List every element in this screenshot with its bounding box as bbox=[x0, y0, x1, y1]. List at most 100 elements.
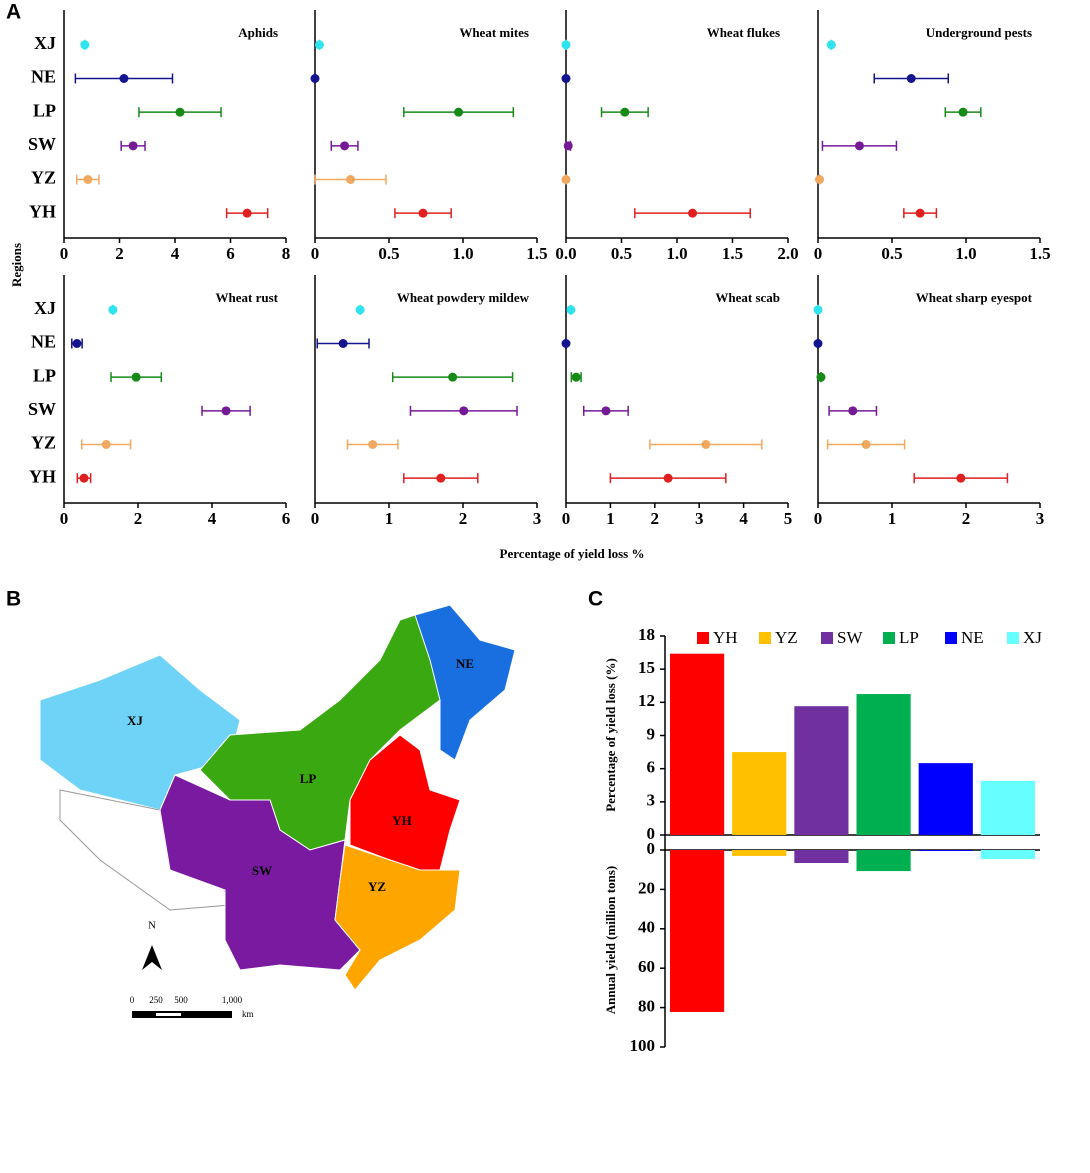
dot bbox=[221, 406, 231, 416]
y-tick-label: YH bbox=[29, 201, 56, 221]
dot bbox=[663, 473, 673, 483]
map-label: YH bbox=[392, 813, 412, 828]
legend-swatch bbox=[697, 632, 709, 644]
dot bbox=[346, 175, 356, 184]
chart-title: Wheat sharp eyespot bbox=[916, 290, 1033, 305]
chart-title: Wheat rust bbox=[216, 290, 279, 305]
dot bbox=[459, 406, 469, 416]
y-tick-label: XJ bbox=[34, 33, 56, 53]
bar bbox=[980, 850, 1035, 860]
dot bbox=[701, 440, 711, 449]
x-tick-label: 0 bbox=[814, 244, 823, 263]
dot bbox=[131, 372, 141, 382]
y2-axis-title: Annual yield (million tons) bbox=[603, 866, 618, 1014]
dot bbox=[314, 40, 324, 50]
x-tick-label: 8 bbox=[282, 244, 291, 263]
x-axis-title: Percentage of yield loss % bbox=[500, 546, 645, 561]
x-tick-label: 0.5 bbox=[881, 244, 902, 263]
dot bbox=[79, 473, 89, 483]
x-tick-label: 3 bbox=[1036, 509, 1045, 528]
y-tick-label: NE bbox=[31, 67, 56, 87]
chart-title: Wheat flukes bbox=[707, 25, 780, 40]
y2-tick-label: 100 bbox=[630, 1036, 656, 1055]
chart-title: Aphids bbox=[238, 25, 278, 40]
x-tick-label: 2 bbox=[115, 244, 124, 263]
y-tick-label: 6 bbox=[647, 758, 656, 777]
legend-label: LP bbox=[899, 628, 919, 647]
x-tick-label: 0.0 bbox=[555, 244, 576, 263]
dot bbox=[310, 74, 320, 83]
x-tick-label: 2.0 bbox=[777, 244, 798, 263]
y-tick-label: XJ bbox=[34, 298, 56, 318]
x-tick-label: 1.5 bbox=[722, 244, 743, 263]
x-tick-label: 4 bbox=[171, 244, 180, 263]
dot bbox=[101, 440, 111, 449]
dot bbox=[338, 339, 348, 348]
legend-swatch bbox=[759, 632, 771, 644]
legend-label: YZ bbox=[775, 628, 798, 647]
dot bbox=[436, 473, 446, 483]
x-tick-label: 3 bbox=[533, 509, 542, 528]
dot bbox=[906, 74, 916, 83]
region-ne bbox=[414, 604, 516, 761]
scale-label: 0 bbox=[130, 995, 135, 1005]
dot bbox=[128, 141, 138, 151]
map-label: SW bbox=[252, 863, 272, 878]
y-tick-label: 12 bbox=[638, 691, 655, 710]
bar bbox=[918, 850, 973, 851]
y-tick-label: SW bbox=[28, 134, 56, 154]
x-tick-label: 1 bbox=[385, 509, 394, 528]
dot bbox=[826, 40, 836, 50]
dot bbox=[688, 208, 698, 218]
x-tick-label: 0 bbox=[60, 509, 69, 528]
dot bbox=[418, 208, 428, 218]
dot bbox=[448, 372, 458, 382]
x-tick-label: 4 bbox=[208, 509, 217, 528]
bar bbox=[732, 752, 787, 835]
dot bbox=[814, 175, 824, 184]
y-tick-label: 15 bbox=[638, 658, 655, 677]
y-tick-label: YZ bbox=[31, 433, 56, 453]
legend-swatch bbox=[1007, 632, 1019, 644]
dot bbox=[108, 305, 118, 315]
x-tick-label: 2 bbox=[134, 509, 143, 528]
dot bbox=[620, 107, 630, 117]
y2-tick-label: 20 bbox=[638, 878, 655, 897]
bar bbox=[918, 763, 973, 835]
dot bbox=[561, 175, 571, 184]
y2-tick-label: 60 bbox=[638, 957, 655, 976]
x-tick-label: 6 bbox=[282, 509, 291, 528]
x-tick-label: 4 bbox=[739, 509, 748, 528]
region-yh bbox=[349, 734, 461, 871]
scale-bar bbox=[156, 1013, 181, 1016]
chart-title: Wheat powdery mildew bbox=[397, 290, 530, 305]
dot bbox=[566, 305, 576, 315]
north-label: N bbox=[148, 920, 156, 932]
x-tick-label: 2 bbox=[459, 509, 468, 528]
x-tick-label: 1.5 bbox=[526, 244, 547, 263]
dot bbox=[83, 175, 93, 184]
y-tick-label: NE bbox=[31, 332, 56, 352]
y-tick-label: YZ bbox=[31, 168, 56, 188]
dot bbox=[956, 473, 966, 483]
dot bbox=[915, 208, 925, 218]
y-tick-label: LP bbox=[33, 100, 56, 120]
dot bbox=[242, 208, 252, 218]
x-tick-label: 0.5 bbox=[378, 244, 399, 263]
legend-label: YH bbox=[713, 628, 738, 647]
y-tick-label: 9 bbox=[647, 724, 656, 743]
dot bbox=[813, 305, 823, 315]
legend-swatch bbox=[821, 632, 833, 644]
legend-label: XJ bbox=[1023, 628, 1042, 647]
x-tick-label: 5 bbox=[784, 509, 793, 528]
x-tick-label: 1.0 bbox=[666, 244, 687, 263]
x-tick-label: 1.0 bbox=[955, 244, 976, 263]
map-label: XJ bbox=[127, 713, 143, 728]
y-tick-label: 3 bbox=[647, 791, 656, 810]
dot bbox=[72, 339, 82, 348]
y-tick-label: SW bbox=[28, 399, 56, 419]
y-tick-label: YH bbox=[29, 466, 56, 486]
dot bbox=[563, 141, 573, 151]
dot bbox=[561, 339, 571, 348]
